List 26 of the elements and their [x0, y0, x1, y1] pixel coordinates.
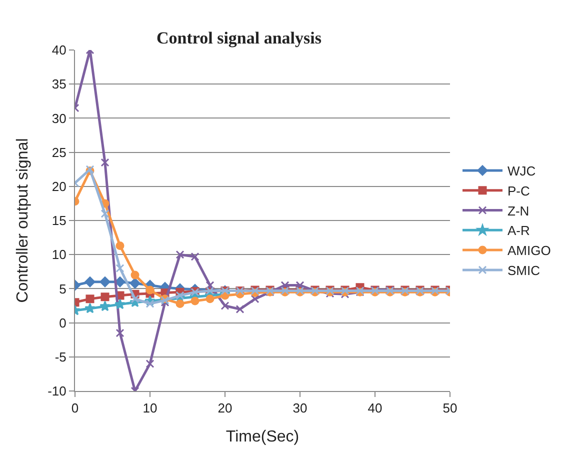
y-tick-label: 35: [52, 76, 66, 92]
y-tick-label: 30: [52, 110, 66, 126]
y-tick-label: 20: [52, 178, 66, 194]
y-tick-label: 10: [52, 247, 66, 262]
y-tick-label: 25: [52, 144, 66, 160]
y-axis-title: Controller output signal: [14, 138, 32, 303]
x-axis-title: Time(Sec): [226, 428, 300, 446]
legend-label: AMIGO: [508, 243, 551, 258]
x-tick-label: 20: [218, 400, 232, 416]
x-tick-label: 40: [368, 400, 382, 416]
legend-label: Z-N: [508, 203, 530, 218]
x-tick-label: 0: [71, 400, 79, 416]
y-tick-label: 40: [52, 42, 66, 58]
y-tick-label: 15: [52, 213, 66, 228]
y-tick-label: -5: [54, 349, 66, 364]
y-tick-label: 0: [59, 315, 66, 330]
x-tick-label: 10: [142, 400, 158, 416]
y-tick-label: 5: [59, 281, 66, 296]
y-tick-label: -10: [48, 384, 66, 399]
legend-label: P-C: [508, 183, 530, 198]
x-tick-label: 30: [292, 400, 308, 416]
chart-title: Control signal analysis: [156, 28, 322, 48]
legend-label: SMIC: [508, 263, 540, 278]
legend-label: WJC: [508, 164, 536, 179]
legend-label: A-R: [508, 223, 530, 238]
x-tick-label: 50: [442, 400, 458, 416]
